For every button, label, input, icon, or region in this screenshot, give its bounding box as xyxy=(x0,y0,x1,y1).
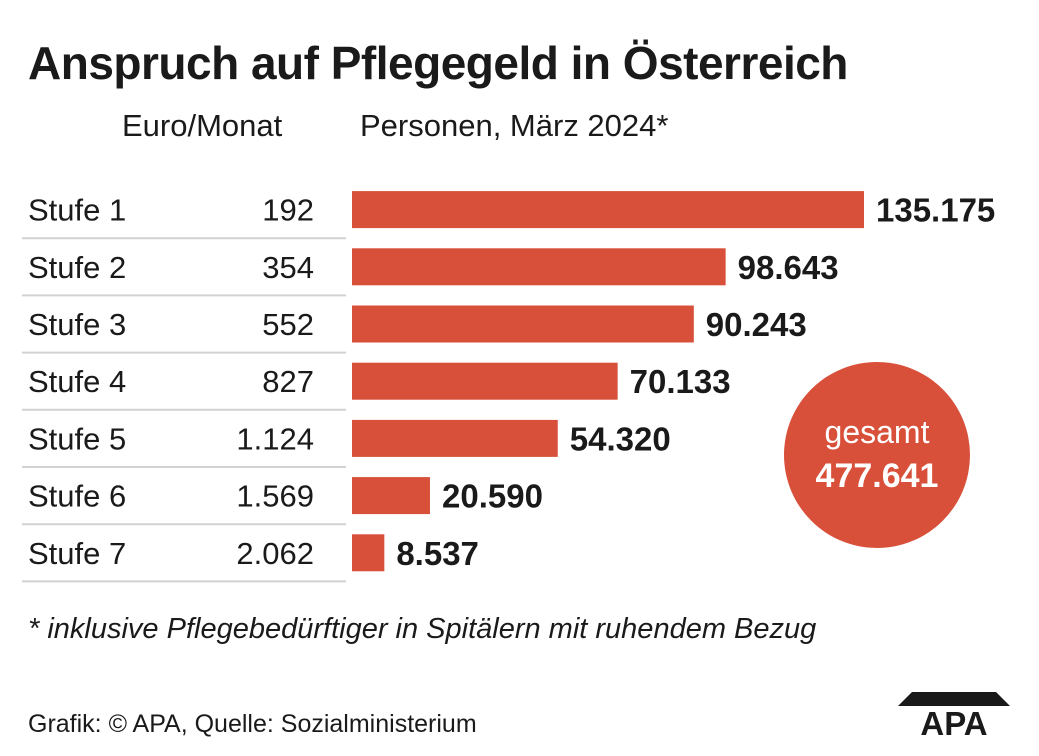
source-credit: Grafik: © APA, Quelle: Sozialministerium xyxy=(28,710,477,738)
total-circle xyxy=(784,362,970,548)
value-label: 70.133 xyxy=(630,363,731,400)
footnote: * inklusive Pflegebedürftiger in Spitäle… xyxy=(28,613,817,645)
total-value: 477.641 xyxy=(816,457,939,495)
column-header-persons: Personen, März 2024* xyxy=(360,108,669,143)
row-label: Stufe 3 xyxy=(28,307,126,342)
euro-value: 2.062 xyxy=(236,536,314,571)
row-label: Stufe 1 xyxy=(28,193,126,228)
bar-chart: Stufe 1 192 135.175 Stufe 2 354 98.643 Stufe 3… xyxy=(22,191,995,583)
bar xyxy=(352,305,694,343)
column-header-euro: Euro/Monat xyxy=(122,108,283,143)
bar xyxy=(352,419,558,457)
value-label: 90.243 xyxy=(706,306,807,343)
row-label: Stufe 7 xyxy=(28,536,126,571)
apa-logo-mark xyxy=(898,692,1010,706)
bar xyxy=(352,191,864,229)
bar xyxy=(352,534,385,572)
bar xyxy=(352,248,726,286)
row-label: Stufe 2 xyxy=(28,250,126,285)
value-label: 8.537 xyxy=(396,535,479,572)
apa-logo-text: APA xyxy=(920,705,987,738)
chart-title: Anspruch auf Pflegegeld in Österreich xyxy=(28,37,848,89)
row-label: Stufe 5 xyxy=(28,421,126,456)
euro-value: 354 xyxy=(262,250,314,285)
value-label: 98.643 xyxy=(738,249,839,286)
euro-value: 552 xyxy=(262,307,314,342)
value-label: 135.175 xyxy=(876,192,995,229)
euro-value: 192 xyxy=(262,193,314,228)
total-label: gesamt xyxy=(825,414,930,450)
row-label: Stufe 6 xyxy=(28,479,126,514)
euro-value: 1.569 xyxy=(236,479,314,514)
euro-value: 827 xyxy=(262,364,314,399)
row-label: Stufe 4 xyxy=(28,364,126,399)
apa-logo: APA xyxy=(898,692,1010,738)
value-label: 20.590 xyxy=(442,478,543,515)
euro-value: 1.124 xyxy=(236,421,314,456)
value-label: 54.320 xyxy=(570,420,671,457)
bar xyxy=(352,362,618,400)
bar xyxy=(352,477,430,515)
